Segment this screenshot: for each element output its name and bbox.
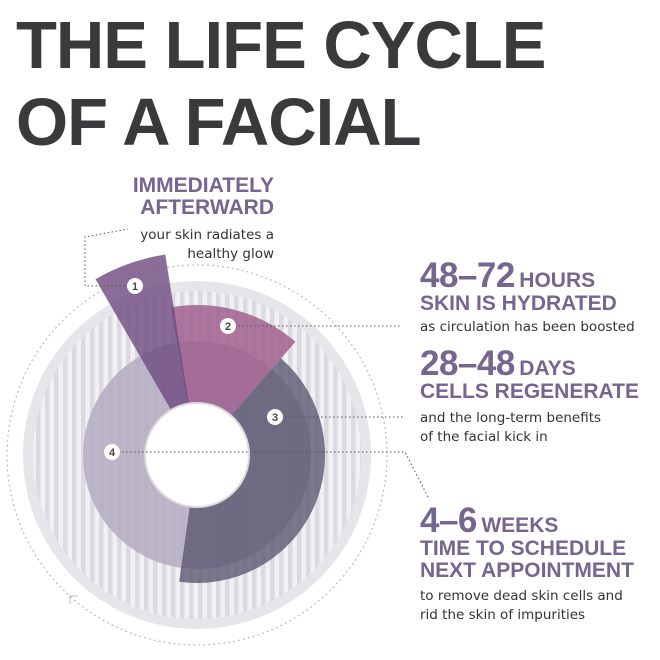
stage-1-heading-2: AFTERWARD (140, 196, 274, 219)
stage-4-text: 4–6 WEEKS TIME TO SCHEDULE NEXT APPOINTM… (420, 501, 634, 625)
stage-badge-number-3: 3 (272, 412, 278, 424)
stage-1-text: IMMEDIATELY AFTERWARD your skin radiates… (133, 175, 274, 264)
stage-3-range: 28–48 (420, 344, 515, 383)
stage-3-text: 28–48 DAYS CELLS REGENERATE and the long… (420, 344, 639, 447)
stage-4-unit: WEEKS (481, 514, 559, 537)
stage-2-unit: HOURS (519, 269, 596, 292)
stage-2-segment (170, 305, 296, 416)
stage-1-segment (95, 254, 189, 410)
stage-badge-number-4: 4 (109, 447, 116, 459)
stage-2-desc: as circulation has been boosted (420, 319, 635, 335)
dotted-orbit (6, 264, 388, 646)
stage-1-heading-1: IMMEDIATELY (132, 174, 274, 197)
stage-2-text: 48–72 HOURS SKIN IS HYDRATED as circulat… (420, 256, 635, 337)
stage-badge-3 (267, 409, 283, 425)
stage-4-desc-2: rid the skin of impurities (420, 607, 586, 623)
stage-1-desc-2: healthy glow (187, 246, 274, 262)
stage-2-range: 48–72 (420, 256, 515, 295)
stage-badge-number-2: 2 (225, 321, 231, 333)
stage-2-heading: SKIN IS HYDRATED (420, 292, 617, 315)
stage-4-heading-2: NEXT APPOINTMENT (420, 559, 634, 582)
stage-badge-2 (220, 318, 236, 334)
title-line-1: THE LIFE CYCLE (16, 8, 546, 83)
stage-badge-1 (127, 278, 143, 294)
stage-badge-4 (104, 444, 120, 460)
title-line-2: OF A FACIAL (16, 85, 422, 160)
center-hole-inner (146, 404, 248, 506)
stage-4-range: 4–6 (420, 501, 477, 540)
leader-line-4 (122, 451, 429, 498)
stage-3-unit: DAYS (519, 357, 576, 380)
stage-4-heading-1: TIME TO SCHEDULE (420, 537, 627, 560)
cycle-arrow-icon (69, 595, 78, 604)
stage-3-desc-1: and the long-term benefits (420, 410, 602, 426)
stage-4-desc-1: to remove dead skin cells and (420, 588, 623, 604)
stage-1-desc-1: your skin radiates a (140, 227, 274, 243)
stage-3-heading: CELLS REGENERATE (420, 380, 639, 403)
stage-3-segment (179, 358, 325, 583)
stage-badge-number-1: 1 (132, 281, 138, 293)
leader-line-1 (84, 228, 129, 287)
stage-3-desc-2: of the facial kick in (420, 429, 548, 445)
